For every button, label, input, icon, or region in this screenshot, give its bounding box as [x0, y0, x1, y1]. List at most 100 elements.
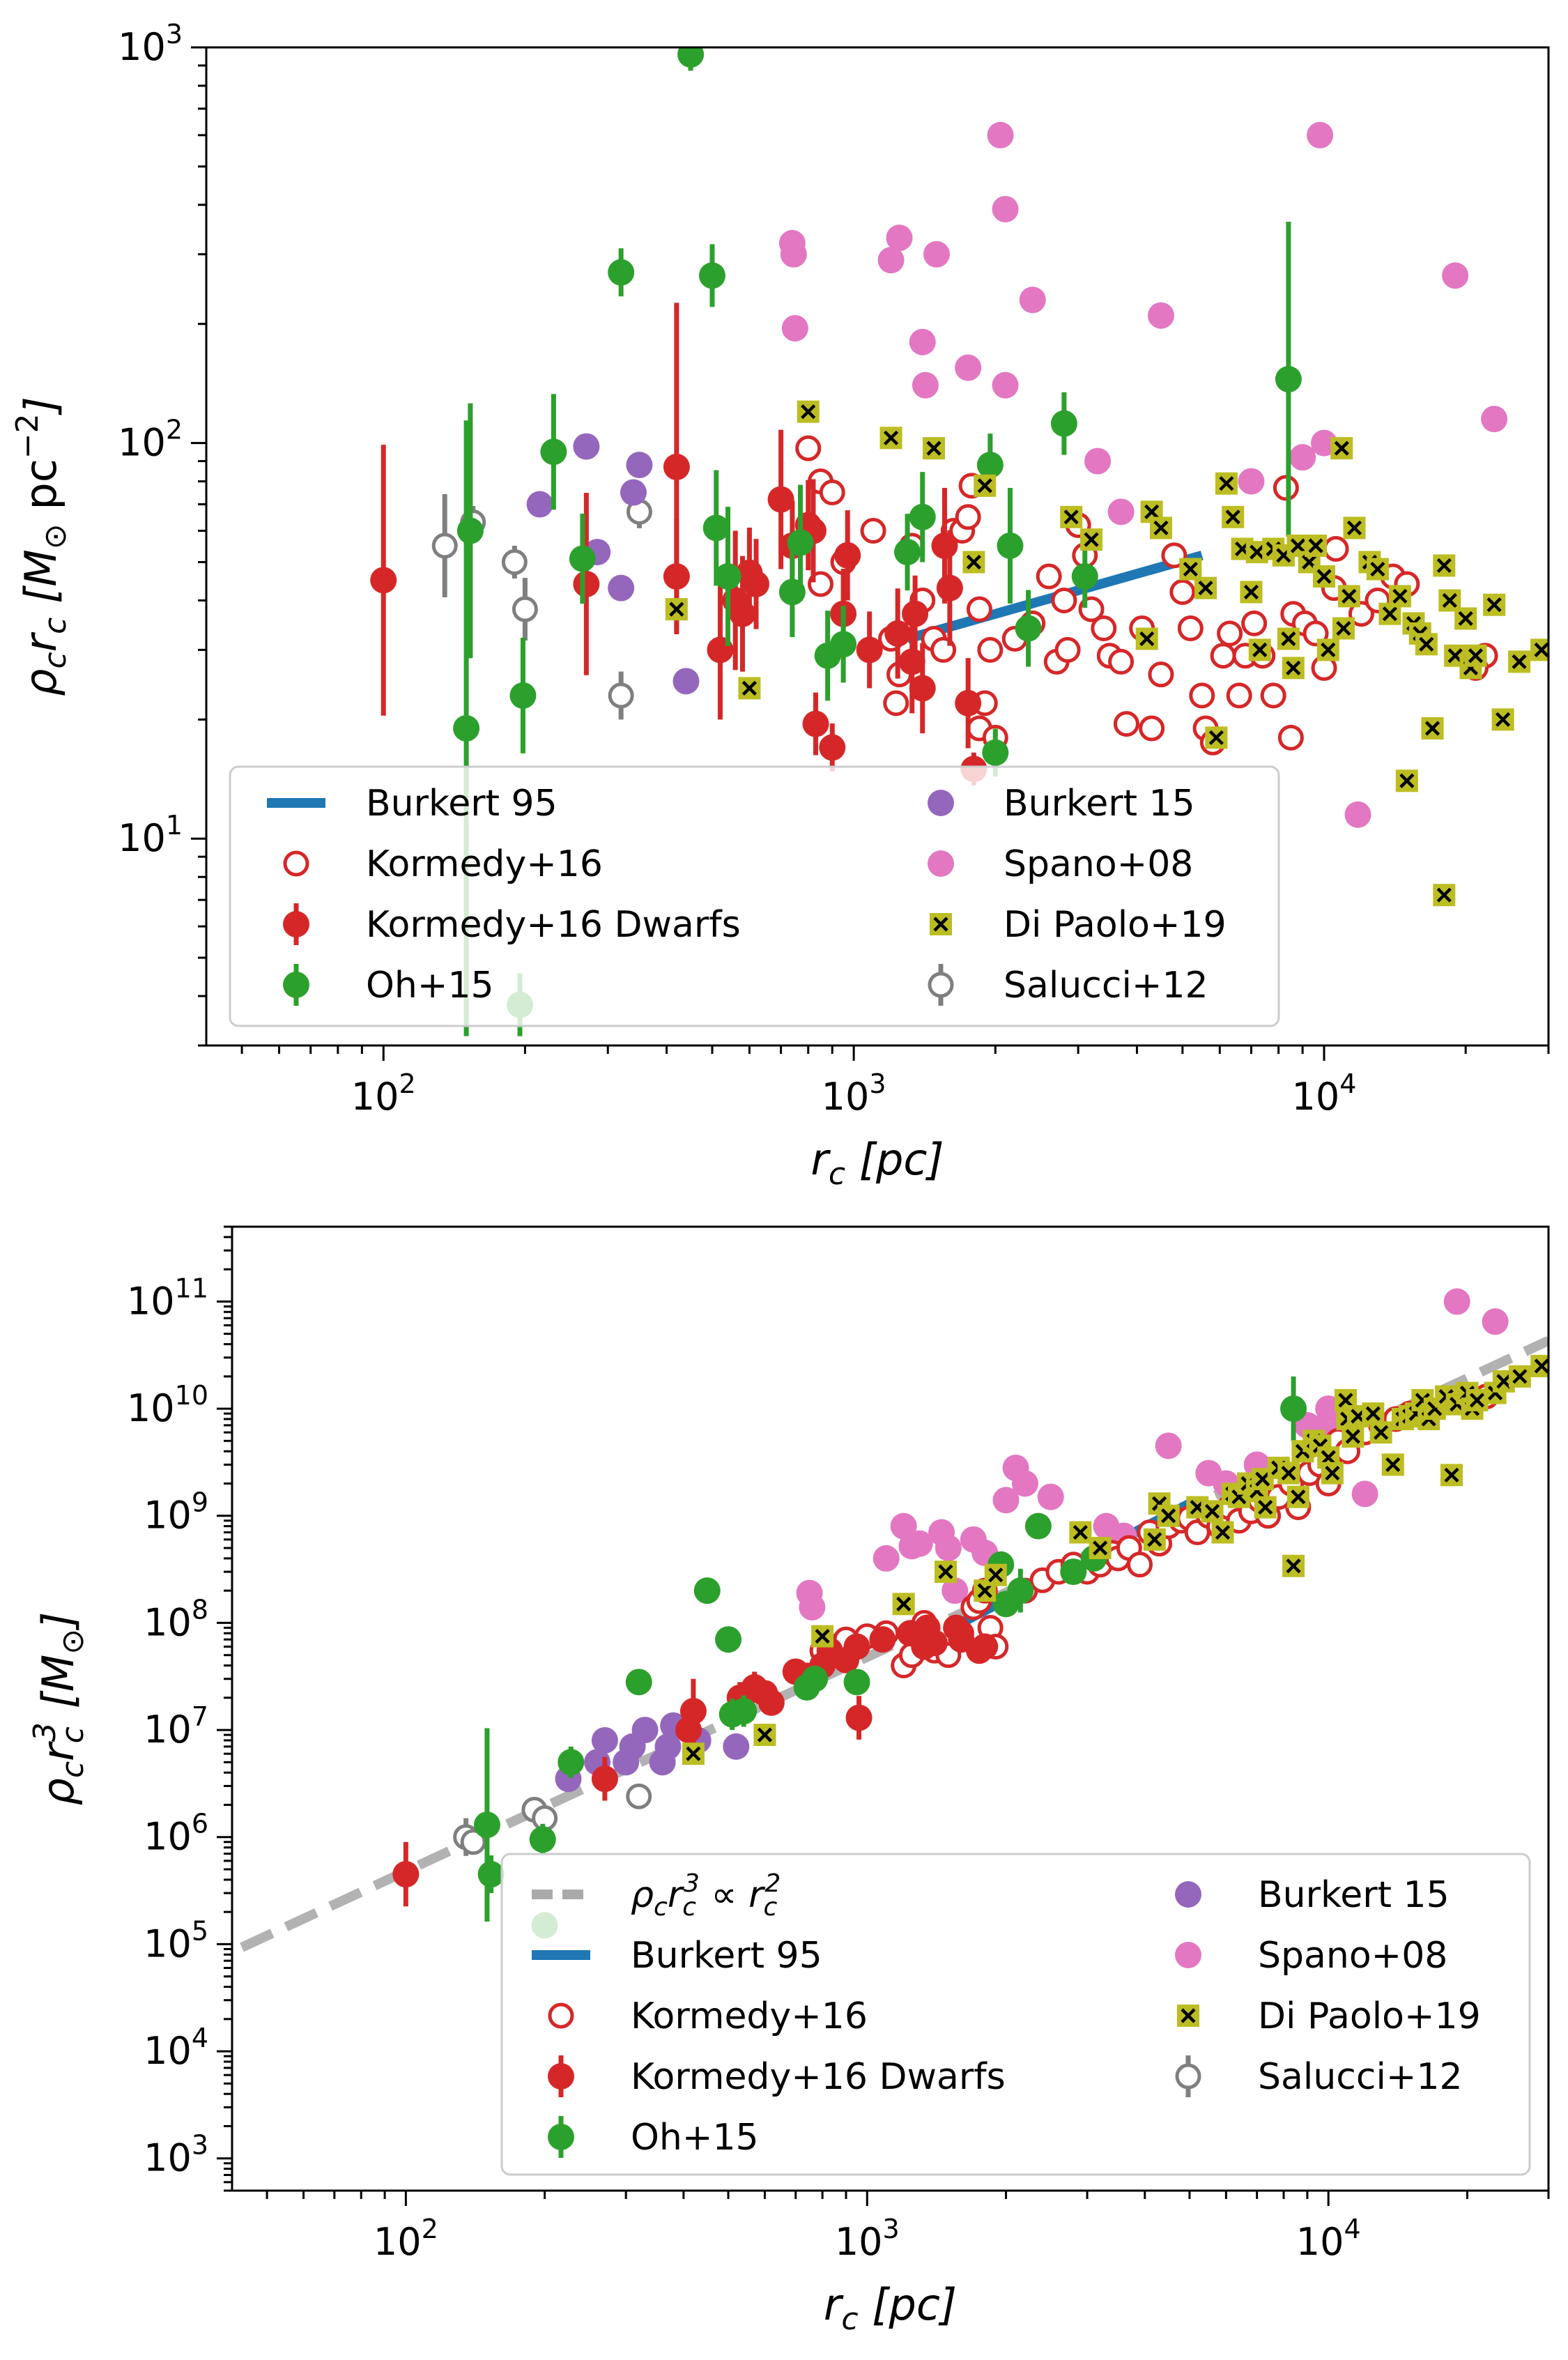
xlabel-unit: [pc] [859, 2279, 958, 2330]
kormedy16dw-point [802, 710, 829, 737]
kormedy16-point [1169, 578, 1196, 605]
dipaolo19-point-x [1255, 1471, 1270, 1487]
tick-exp: 8 [192, 1594, 208, 1625]
legend-label: Kormedy+16 [631, 1995, 868, 2037]
legend-marker [548, 2124, 574, 2150]
kormedy16dw-point [898, 648, 925, 675]
ylabel-sun: ⊙ [38, 523, 73, 549]
dipaolo19-point-x [1208, 730, 1224, 745]
y-tick-label: 102 [118, 415, 183, 465]
salucci12-point [460, 1829, 486, 1855]
dipaolo19-point-x [1342, 588, 1357, 604]
legend-entry-salucci12: Salucci+12 [928, 964, 1208, 1006]
y-tick-label: 103 [118, 19, 183, 69]
dipaolo19-point-x [741, 680, 758, 696]
kormedy16-point [966, 596, 992, 622]
kormedy16-point [795, 435, 822, 461]
dipaolo19-point-x [977, 478, 992, 493]
oh15-point [677, 47, 705, 68]
legend-frame [500, 1853, 1531, 2176]
spano08-point [1019, 286, 1046, 314]
legend-label: Di Paolo+19 [1004, 904, 1227, 946]
oh15-point [843, 1669, 870, 1696]
kormedy16dw-point [971, 1633, 999, 1660]
dipaolo19-point-x [1153, 520, 1169, 536]
legend-entry-dipaolo19: Di Paolo+19 [1177, 1995, 1481, 2037]
dipaolo19-point-x [1534, 1358, 1548, 1374]
dipaolo19-point-x [1250, 544, 1265, 560]
oh15-point [730, 1698, 758, 1725]
spano08-point [1084, 447, 1112, 475]
dipaolo19-point-x [1073, 1524, 1088, 1540]
oh15-point [529, 1826, 556, 1853]
trend-sub: c [764, 1893, 778, 1922]
spano08-point [1155, 1432, 1182, 1459]
oh15-point [456, 517, 484, 544]
kormedy16dw-point [819, 734, 846, 761]
oh15-point [787, 529, 814, 556]
y-tick-label: 108 [144, 1594, 208, 1644]
x-axis-label: rc [pc] [824, 2279, 957, 2337]
tick-base: 10 [144, 1708, 192, 1752]
tick-base: 10 [835, 2220, 883, 2264]
dipaolo19-point-x [1346, 520, 1362, 536]
spano08-point [1147, 302, 1174, 329]
legend-marker [283, 972, 309, 998]
spano08-point [1107, 498, 1135, 526]
legend-label: Burkert 15 [1258, 1874, 1450, 1916]
dipaolo19-point-x [1147, 1532, 1162, 1547]
ticks [191, 46, 1550, 1061]
x-tick-label: 102 [374, 2214, 438, 2264]
spano08-point [912, 371, 939, 399]
kormedy16-point [1148, 661, 1174, 688]
dipaolo19-point-x [1258, 1499, 1273, 1515]
dipaolo19-point-x [1286, 660, 1301, 675]
oh15-point [558, 1749, 585, 1776]
series-spano08 [778, 121, 1508, 828]
spano08-point [890, 1512, 917, 1540]
dipaolo19-point-x [1321, 1450, 1336, 1465]
spano08-point [935, 1535, 962, 1561]
x-tick-label: 103 [822, 1068, 886, 1119]
dipaolo19-point-x [1084, 532, 1099, 547]
oh15-point [1007, 1577, 1034, 1604]
legend-entry-salucci12: Salucci+12 [1175, 2055, 1463, 2098]
kormedy16dw-point [909, 675, 936, 702]
legend-entry-spano08: Spano+08 [928, 843, 1193, 885]
xlabel-base: r [824, 2279, 844, 2330]
tick-exp: 11 [175, 1273, 208, 1303]
spano08-point [1443, 1288, 1470, 1315]
dipaolo19-point-x [1447, 648, 1463, 664]
dipaolo19-point-x [1392, 588, 1408, 604]
tick-base: 10 [144, 2029, 192, 2073]
ylabel-sub: c [38, 618, 73, 634]
legend-label: Burkert 15 [1004, 783, 1195, 825]
salucci12-point [608, 682, 634, 709]
dipaolo19-point-x [1243, 584, 1259, 600]
kormedy16-point [1054, 636, 1081, 663]
dipaolo19-point-x [1325, 1465, 1340, 1481]
kormedy16-point [1127, 1551, 1153, 1578]
legend-entry-burkert15: Burkert 15 [928, 783, 1195, 825]
trend-r: r [748, 1874, 766, 1916]
legend-entry-trend: ρcrc3 ∝ rc2 [532, 1869, 781, 1922]
burkert15-point [526, 491, 553, 518]
oh15-point [1060, 1558, 1087, 1586]
ylabel-sup: 3 [27, 1722, 63, 1742]
dipaolo19-point-x [1144, 504, 1160, 519]
legend-entry-burkert95: Burkert 95 [532, 1935, 822, 1977]
dipaolo19-point-x [1063, 509, 1079, 525]
ylabel-exp: −2 [10, 413, 45, 459]
dipaolo19-point-x [938, 1564, 953, 1579]
ylabel-bracket: [ [33, 1689, 84, 1722]
legend-entry-oh15: Oh+15 [283, 964, 494, 1006]
legend-label: Salucci+12 [1258, 2056, 1463, 2098]
kormedy16dw-point [663, 453, 690, 480]
dipaolo19-point-x [1424, 721, 1440, 736]
legend-marker-x [1181, 2008, 1196, 2023]
legend-label: Oh+15 [366, 965, 494, 1006]
kormedy16-point [1113, 711, 1139, 737]
plot-area [370, 47, 1548, 1036]
spano08-point [1481, 406, 1508, 433]
